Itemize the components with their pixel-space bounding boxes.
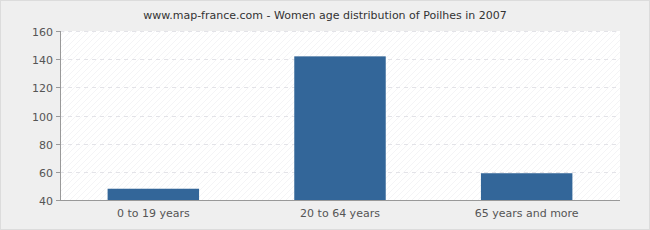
bars [108,56,573,200]
y-tick-label: 60 [39,167,53,180]
grid-line [60,31,620,32]
y-tick [56,172,60,173]
chart: www.map-france.com - Women age distribut… [0,0,650,230]
outer-border [1,1,650,230]
x-tick-label: 0 to 19 years [117,207,190,220]
y-tick-label: 160 [32,26,53,39]
grid-line [60,200,620,201]
bar [481,173,572,200]
y-tick-label: 140 [32,54,53,67]
plot-area [60,31,620,200]
y-tick [56,31,60,32]
y-tick-label: 80 [39,139,53,152]
y-tick [56,116,60,117]
bar [294,56,385,200]
x-tick-label: 20 to 64 years [300,207,380,220]
x-tick-label: 65 years and more [475,207,579,220]
bar [108,189,199,200]
y-tick [56,200,60,201]
y-axis [60,31,61,200]
y-tick [56,59,60,60]
y-tick [56,144,60,145]
y-tick-label: 120 [32,82,53,95]
y-tick-label: 100 [32,111,53,124]
y-tick-label: 40 [39,195,53,208]
x-axis [60,200,620,201]
y-tick [56,87,60,88]
title: www.map-france.com - Women age distribut… [143,9,507,22]
background [0,0,650,230]
